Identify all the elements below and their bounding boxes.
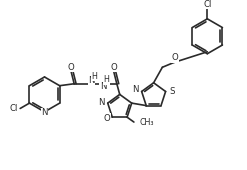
Text: N: N [88, 76, 95, 85]
Text: N: N [41, 108, 48, 117]
Text: Cl: Cl [203, 0, 211, 9]
Text: H: H [103, 75, 109, 84]
Text: N: N [100, 82, 106, 91]
Text: N: N [132, 85, 139, 94]
Text: CH₃: CH₃ [140, 117, 154, 126]
Text: N: N [98, 98, 105, 107]
Text: O: O [104, 114, 110, 123]
Text: O: O [110, 63, 117, 72]
Text: O: O [172, 53, 178, 62]
Text: O: O [68, 63, 75, 72]
Text: S: S [169, 87, 175, 96]
Text: Cl: Cl [10, 104, 18, 113]
Text: H: H [92, 72, 98, 81]
